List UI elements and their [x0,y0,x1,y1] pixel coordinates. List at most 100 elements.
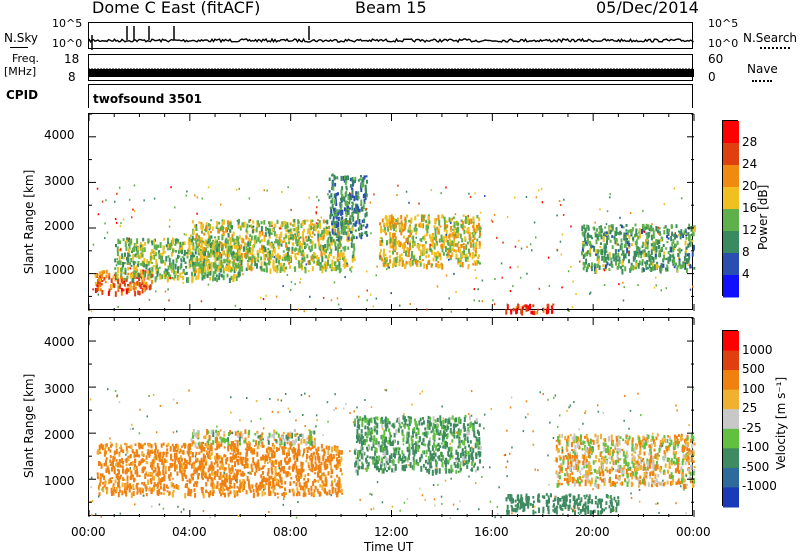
heat-cell-0 [263,456,266,460]
heat-cell-2 [259,266,262,270]
heat-cell-6 [666,240,669,244]
heat-scatter [99,281,101,284]
heat-cell-6 [618,259,621,264]
heat-cell-0 [256,487,259,492]
heat-cell-0 [188,478,191,484]
heat-cell-6 [690,239,693,245]
heat-cell-4 [464,236,467,241]
heat-cell-4 [415,259,418,266]
heat-cell-0 [200,459,203,462]
heat-cell-6 [606,239,608,245]
heat-cell-4 [467,231,470,234]
heat-cell-6 [686,253,689,257]
heat-cell-0 [336,474,339,478]
heat-cell-6 [672,246,675,251]
heat-cell-0 [198,473,201,476]
heat-cell-3 [345,222,348,225]
heat-cell-2 [299,241,301,247]
heat-cell-4 [394,236,397,242]
heat-cell-0 [260,456,263,459]
heat-cell-6 [637,235,640,240]
heat-cell-3 [347,194,350,197]
heat-cell-1 [282,431,285,434]
heat-cell-1 [237,244,240,247]
heat-cell-0 [162,466,165,470]
heat-cell-6 [584,227,587,234]
heat-scatter [684,228,687,231]
heat-cell-1 [283,438,286,443]
heat-cell-6 [612,253,615,259]
heat-cell-1 [216,277,219,283]
heat-cell-0 [149,449,152,454]
heat-cell-2 [347,220,350,225]
heat-cell-1 [293,429,296,433]
heat-cell-1 [149,259,152,264]
heat-cell-6 [635,228,638,231]
heat-cell-1 [227,441,230,446]
heat-cell-4 [391,263,394,269]
heat-cell-2 [293,266,296,269]
heat-cell-6 [666,264,669,268]
heat-cell-1 [306,437,309,440]
heat-cell-4 [470,218,473,225]
heat-cell-0 [285,461,288,465]
heat-cell-2 [226,239,229,245]
heat-cell-0 [210,463,213,468]
heat-cell-0 [278,461,281,468]
heat-cell-2 [291,236,294,240]
heat-cell-0 [266,478,269,483]
heat-cell-0 [196,458,199,463]
heat-cell-0 [236,486,239,489]
heat-cell-0 [265,482,268,486]
heat-cell-2 [405,440,408,444]
heat-cell-1 [133,243,136,249]
heat-cell-2 [380,435,383,440]
heat-cell-3 [345,175,347,181]
heat-cell-0 [328,490,331,494]
heat-scatter [97,293,100,296]
heat-cell-2 [295,238,298,244]
heat-cell-0 [298,482,301,488]
heat-cell-4 [466,241,469,245]
heat-cell-2 [356,415,359,419]
heat-cell-0 [197,465,200,470]
heat-scatter [206,260,209,263]
heat-cell-6 [647,252,650,258]
heat-scatter [116,257,118,260]
heat-cell-6 [634,233,636,238]
heat-cell-3 [348,218,351,224]
heat-cell-2 [238,218,240,223]
heat-cell-0 [324,461,327,466]
heat-cell-2 [300,223,303,229]
heat-cell-1 [259,434,262,441]
heat-cell-1 [186,277,188,283]
heat-scatter [663,203,665,206]
heat-cell-2 [311,231,314,235]
heat-cell-1 [240,431,243,437]
heat-cell-1 [271,433,274,438]
heat-cell-2 [451,439,454,443]
heat-cell-0 [313,489,316,492]
heat-cell-0 [153,456,156,459]
heat-cell-2 [351,257,354,263]
heat-cell-6 [645,264,648,267]
heat-cell-0 [293,454,296,460]
heat-cell-0 [191,444,194,447]
heat-cell-6 [646,226,649,230]
heat-cell-2 [470,457,473,460]
heat-scatter [436,285,439,288]
heat-cell-1 [203,241,206,245]
heat-cell-0 [272,449,275,454]
heat-cell-6 [582,266,585,271]
heat-cell-5 [536,310,539,315]
heat-cell-0 [246,457,249,462]
heat-cell-0 [150,272,153,277]
heat-cell-2 [236,264,238,268]
heat-cell-2 [306,219,309,222]
heat-cell-2 [314,255,316,259]
heat-cell-1 [214,437,217,443]
heat-cell-4 [437,264,440,269]
heat-scatter [200,300,203,303]
heat-cell-4 [478,254,480,258]
heat-cell-4 [425,255,428,259]
